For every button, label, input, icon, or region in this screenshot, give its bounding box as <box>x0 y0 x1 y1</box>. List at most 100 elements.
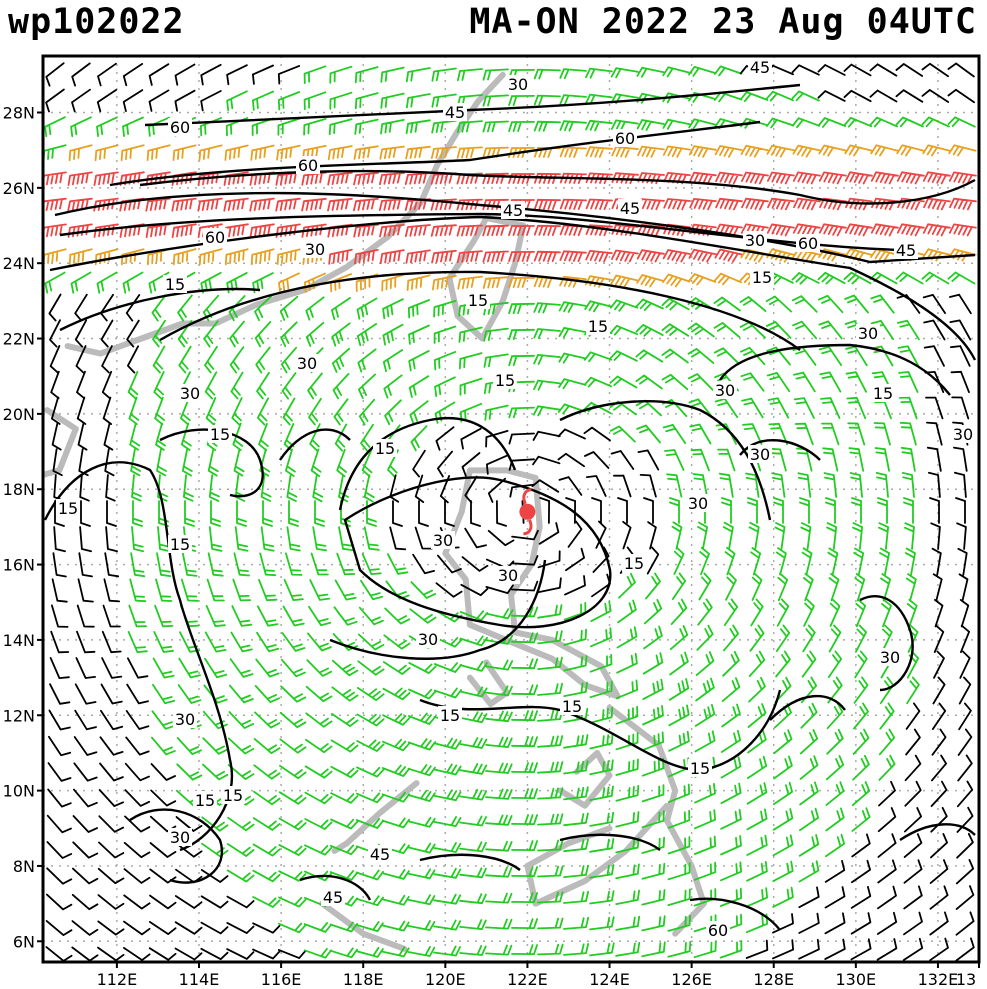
svg-text:30: 30 <box>305 240 325 259</box>
lon-label: 120E <box>425 970 466 989</box>
wind-barb <box>202 763 229 781</box>
wind-barb <box>897 319 920 341</box>
wind-barb <box>361 553 382 575</box>
wind-barb <box>829 598 841 627</box>
wind-barb <box>353 223 379 238</box>
wind-barb <box>558 352 587 364</box>
wind-barb <box>511 580 539 592</box>
lat-label: 26N <box>3 179 35 198</box>
contour-label: 15 <box>208 425 232 444</box>
wind-barb <box>798 834 820 857</box>
wind-barb <box>825 807 845 832</box>
wind-barb <box>852 728 870 755</box>
wind-barb <box>537 787 564 800</box>
wind-barb <box>279 738 307 754</box>
isotach-contour <box>419 853 521 871</box>
wind-barb <box>433 789 462 802</box>
wind-barb <box>482 172 509 185</box>
wind-barb <box>921 89 950 103</box>
wind-barb <box>392 500 403 527</box>
wind-barb <box>641 757 665 777</box>
wind-barb <box>101 370 113 400</box>
wind-barb <box>483 301 509 316</box>
wind-barb <box>105 474 116 502</box>
wind-barb <box>799 755 819 780</box>
wind-barb <box>694 704 716 727</box>
wind-barb <box>330 765 359 779</box>
wind-barb <box>508 406 535 419</box>
wind-barb <box>689 198 717 211</box>
wind-barb <box>174 895 203 909</box>
wind-barb <box>405 249 431 264</box>
wind-barb <box>589 942 615 957</box>
svg-text:30: 30 <box>418 630 438 649</box>
wind-barb <box>776 598 790 627</box>
wind-barb <box>151 294 167 322</box>
wind-barb <box>798 938 820 960</box>
wind-barb <box>151 736 176 756</box>
wind-barb <box>72 815 98 833</box>
wind-barb <box>896 144 925 157</box>
wind-barb <box>156 552 172 577</box>
wind-barb <box>611 249 639 263</box>
wind-barb <box>382 713 411 726</box>
wind-barb <box>229 346 245 374</box>
wind-barb <box>277 91 301 111</box>
wind-barb <box>792 144 821 158</box>
wind-barb <box>303 91 327 111</box>
storm-info-title: MA-ON 2022 23 Aug 04UTC <box>469 2 977 42</box>
wind-barb <box>671 521 683 550</box>
wind-barb <box>641 810 665 829</box>
wind-barb <box>201 816 229 832</box>
wind-barb <box>148 947 177 961</box>
wind-barb <box>537 917 564 930</box>
wind-barb <box>537 891 564 904</box>
wind-barb <box>847 422 866 446</box>
wind-barb <box>851 781 871 807</box>
wind-barb <box>407 868 436 880</box>
wind-barb <box>747 497 758 524</box>
contour-label: 30 <box>431 531 455 550</box>
wind-barb <box>104 448 115 477</box>
axis-labels: 28N 26N 24N 22N 20N 18N 16N 14N 12N 10N 8N 6N 112E 11… <box>3 104 980 989</box>
wind-barb <box>51 604 69 628</box>
lon-label: 126E <box>671 970 712 989</box>
wind-barb <box>585 146 613 158</box>
wind-barb <box>843 116 873 128</box>
wind-barb <box>511 840 538 851</box>
wind-barb <box>537 656 563 670</box>
contour-label: 45 <box>618 199 642 218</box>
wind-barb <box>669 625 689 651</box>
wind-barb <box>74 683 97 705</box>
wind-barb <box>508 328 535 341</box>
wind-barb <box>531 479 560 493</box>
wind-barb <box>689 423 712 445</box>
wind-barb <box>228 737 255 755</box>
wind-barb <box>923 319 946 341</box>
svg-text:45: 45 <box>620 199 640 218</box>
wind-barb <box>174 947 203 961</box>
wind-barb <box>537 865 564 878</box>
isotach-contour <box>338 416 517 511</box>
wind-barb <box>412 449 426 478</box>
wind-barb <box>305 685 333 703</box>
wind-barb <box>53 526 66 553</box>
contour-label: 15 <box>221 786 245 805</box>
wind-barb <box>877 859 897 884</box>
wind-barb <box>508 95 535 106</box>
wind-barb <box>404 224 431 238</box>
wind-barb <box>74 709 97 731</box>
wind-barb <box>667 836 691 855</box>
wind-barb <box>223 197 249 212</box>
wind-barb <box>877 885 897 910</box>
contour-label: 60 <box>613 129 637 148</box>
wind-barb <box>590 627 612 648</box>
wind-barb <box>435 582 463 598</box>
wind-barb <box>921 271 950 285</box>
wind-barb <box>275 197 301 212</box>
wind-barb <box>354 118 379 135</box>
svg-text:30: 30 <box>508 75 528 94</box>
wind-barb <box>537 735 564 748</box>
wind-barb <box>130 448 142 477</box>
wind-barb <box>45 88 65 113</box>
